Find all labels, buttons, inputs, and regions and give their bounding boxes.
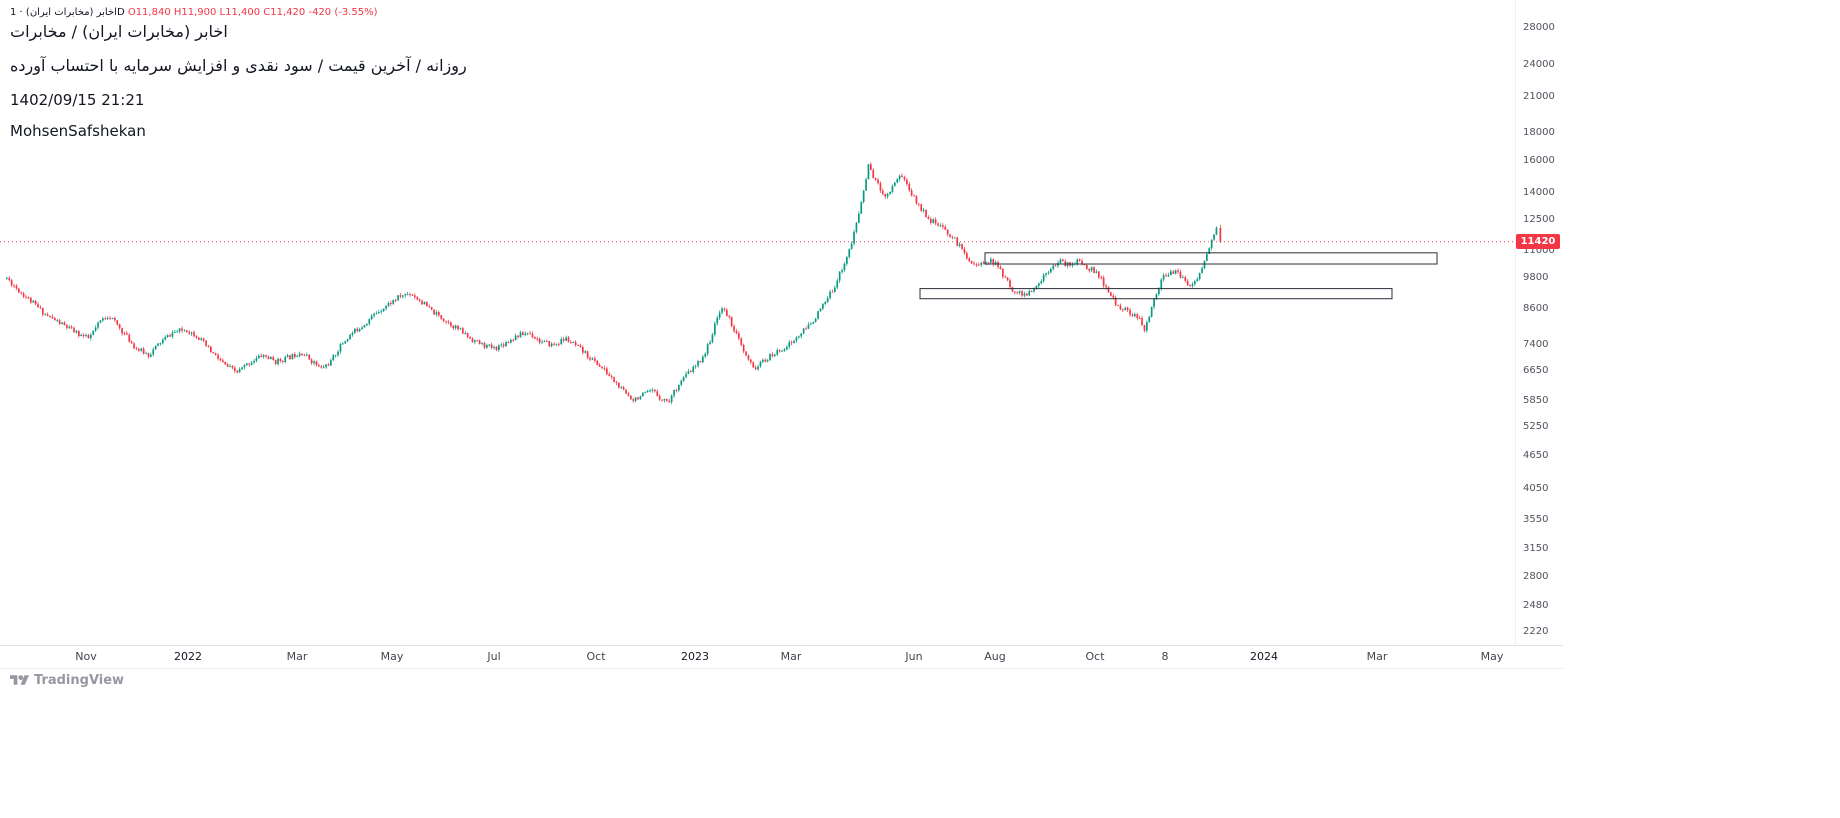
time-tick-label: Jul: [487, 650, 501, 663]
tradingview-logo-text: TradingView: [34, 673, 125, 688]
price-tick-label: 24000: [1523, 58, 1555, 70]
time-tick-label: Oct: [1085, 650, 1105, 663]
price-tick-label: 11000: [1523, 244, 1555, 256]
time-tick-label: Mar: [780, 650, 802, 663]
price-tick-label: 8600: [1523, 303, 1549, 315]
price-tick-label: 2220: [1523, 626, 1549, 637]
price-tick-label: 4050: [1523, 482, 1549, 494]
candles: [6, 162, 1222, 405]
tradingview-logo-icon: [10, 675, 29, 685]
time-tick-label: 2022: [174, 650, 202, 663]
time-tick-label: May: [1480, 650, 1504, 663]
price-tick-label: 5250: [1523, 420, 1549, 432]
price-tick-label: 28000: [1523, 22, 1555, 33]
price-tick-label: 2800: [1523, 570, 1549, 582]
price-tick-label: 6650: [1523, 364, 1549, 376]
price-tick-label: 4650: [1523, 449, 1549, 461]
chart-subtitle: روزانه / آخرین قیمت / سود نقدی و افزایش …: [10, 56, 467, 75]
chart-datetime: 1402/09/15 21:21: [10, 91, 145, 109]
last-price-badge: 11420: [1516, 234, 1560, 250]
drawing-rectangle[interactable]: [919, 288, 1393, 300]
legend-ohlc-values: O11,840 H11,900 L11,400 C11,420: [127, 7, 306, 18]
price-tick-label: 2480: [1523, 599, 1549, 611]
price-tick-label: 7400: [1523, 339, 1549, 351]
price-tick-label: 3550: [1523, 514, 1549, 526]
time-tick-label: Nov: [75, 650, 97, 663]
time-tick-label: Mar: [286, 650, 308, 663]
price-tick-label: 9800: [1523, 272, 1549, 284]
time-tick-label: 8: [1161, 650, 1169, 663]
tradingview-logo[interactable]: TradingView: [10, 673, 124, 688]
time-tick-label: Aug: [984, 650, 1006, 663]
time-tick-label: Mar: [1366, 650, 1388, 663]
chart-title: اخابر (مخابرات ایران) / مخابرات: [10, 22, 228, 41]
legend-change-value: -420 (-3.55%): [308, 7, 378, 18]
price-tick-label: 14000: [1523, 187, 1555, 199]
price-tick-label: 21000: [1523, 90, 1555, 102]
drawing-rectangle[interactable]: [984, 252, 1438, 265]
price-tick-label: 3150: [1523, 542, 1549, 554]
time-tick-label: 2023: [681, 650, 709, 663]
legend-symbol-text[interactable]: اخابر (مخابرات ایران) · 1D: [10, 7, 125, 18]
chart-canvas[interactable]: [0, 0, 1515, 645]
time-axis[interactable]: Nov 2022 Mar May Jul Oct 2023 Mar Jun Aug Oct 8 2024…: [0, 645, 1563, 669]
price-tick-label: 16000: [1523, 155, 1555, 167]
time-tick-label: 2024: [1250, 650, 1278, 663]
price-tick-label: 18000: [1523, 127, 1555, 139]
price-axis[interactable]: 28000 24000 21000 18000 16000 14000 12500 11000…: [1515, 0, 1564, 645]
time-tick-label: May: [380, 650, 404, 663]
time-tick-label: Oct: [586, 650, 606, 663]
time-tick-label: Jun: [905, 650, 923, 663]
symbol-legend[interactable]: اخابر (مخابرات ایران) · 1D O11,840 H11,9…: [10, 7, 378, 18]
chart-author: MohsenSafshekan: [10, 122, 146, 140]
price-tick-label: 12500: [1523, 214, 1555, 226]
price-tick-label: 5850: [1523, 395, 1549, 407]
